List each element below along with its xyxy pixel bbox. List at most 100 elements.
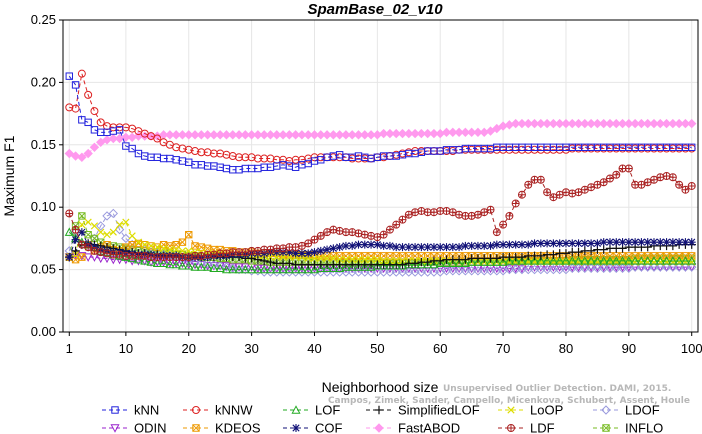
data-point-ldf — [561, 188, 570, 197]
data-point-lof — [511, 256, 521, 265]
data-point-lof — [523, 256, 533, 265]
data-point-lof — [115, 251, 125, 260]
data-point-fastabod — [586, 118, 596, 129]
data-point-fastabod — [70, 151, 81, 161]
legend-item-loop: LoOP — [498, 403, 563, 418]
data-point-cof — [354, 240, 363, 249]
y-tick-label: 0.20 — [31, 74, 56, 89]
data-point-ldf — [524, 180, 533, 189]
data-point-ldof — [202, 258, 213, 269]
data-point-knn — [84, 118, 92, 127]
data-point-ldof — [404, 267, 414, 277]
data-point-ldof — [410, 267, 420, 277]
legend-swatch-marker — [601, 405, 611, 415]
data-point-cof — [398, 243, 407, 252]
data-point-fastabod — [165, 130, 175, 140]
data-point-cof — [681, 238, 690, 247]
legend-swatch-marker — [602, 424, 610, 432]
y-tick-label: 0.00 — [31, 324, 56, 339]
data-point-cof — [429, 243, 438, 252]
chart-gridlines — [63, 19, 698, 333]
data-point-fastabod — [410, 128, 420, 139]
data-point-fastabod — [680, 118, 691, 129]
data-point-ldf — [492, 228, 501, 237]
legend-swatch-marker — [292, 424, 300, 432]
data-point-cof — [392, 243, 401, 252]
data-point-knnw — [184, 145, 193, 154]
data-point-fastabod — [297, 130, 307, 140]
x-tick-label: 1 — [66, 341, 73, 356]
data-point-fastabod — [77, 152, 87, 162]
series-line-loop — [69, 221, 692, 263]
data-point-lof — [379, 261, 389, 270]
data-point-cof — [304, 249, 313, 258]
data-point-lof — [504, 256, 514, 265]
legend-item-lof: LOF — [283, 403, 340, 418]
data-point-lof — [303, 264, 313, 274]
data-point-lof — [253, 264, 263, 274]
data-point-fastabod — [228, 130, 238, 140]
data-point-loop — [329, 254, 337, 262]
data-point-lof — [309, 264, 320, 274]
data-point-cof — [543, 239, 552, 248]
data-point-loop — [128, 232, 136, 240]
data-point-lof — [467, 257, 477, 266]
data-point-lof — [121, 252, 131, 261]
data-point-ldof — [655, 262, 665, 272]
data-point-fastabod — [630, 118, 640, 129]
data-point-ldof — [378, 267, 389, 277]
data-point-loop — [342, 255, 350, 264]
data-point-cof — [285, 248, 294, 257]
y-tick-label: 0.05 — [31, 262, 56, 277]
data-point-ldf — [536, 175, 545, 184]
data-point-ldof — [536, 264, 546, 275]
data-point-lof — [190, 262, 200, 271]
data-point-fastabod — [83, 148, 93, 159]
data-point-fastabod — [246, 130, 257, 140]
data-point-fastabod — [240, 130, 251, 140]
data-point-knnw — [216, 149, 225, 158]
data-point-lof — [479, 257, 489, 266]
data-point-fastabod — [580, 118, 590, 129]
data-point-fastabod — [510, 118, 521, 129]
data-point-cof — [423, 243, 432, 252]
data-point-cof — [373, 240, 382, 249]
data-point-knnw — [153, 134, 162, 143]
legend-swatch-marker — [374, 423, 384, 433]
data-point-fastabod — [611, 118, 621, 129]
data-point-fastabod — [221, 130, 232, 140]
data-point-ldof — [687, 262, 697, 272]
legend-swatch-marker — [111, 406, 119, 414]
data-point-ldof — [448, 266, 458, 276]
data-point-ldf — [90, 246, 99, 255]
data-point-loop — [336, 255, 344, 264]
data-point-ldof — [492, 266, 502, 276]
data-point-lof — [618, 256, 628, 265]
data-point-lof — [605, 256, 615, 265]
watermark-line-2: Campos, Zimek, Sander, Campello, Micenko… — [328, 396, 690, 406]
data-point-cof — [297, 249, 306, 258]
data-point-cof — [473, 241, 482, 250]
data-point-fastabod — [674, 118, 684, 129]
data-point-fastabod — [278, 130, 288, 140]
data-point-ldf — [360, 230, 369, 239]
data-point-ldf — [411, 208, 420, 217]
data-point-lof — [498, 257, 508, 266]
data-point-loop — [361, 255, 369, 264]
data-point-knn — [688, 143, 696, 151]
data-point-cof — [605, 238, 614, 247]
data-point-cof — [480, 241, 489, 250]
data-point-cof — [436, 243, 445, 252]
data-point-ldof — [466, 266, 477, 276]
data-point-ldof — [573, 263, 584, 274]
data-point-lof — [416, 259, 426, 269]
data-point-lof — [567, 256, 577, 265]
data-point-lof — [680, 256, 690, 265]
data-point-cof — [348, 241, 357, 250]
data-point-ldof — [630, 262, 640, 272]
data-point-ldf — [662, 172, 671, 180]
data-point-lof — [611, 256, 621, 265]
data-point-ldf — [291, 243, 300, 252]
data-point-fastabod — [290, 130, 301, 140]
data-point-loop — [90, 222, 99, 230]
